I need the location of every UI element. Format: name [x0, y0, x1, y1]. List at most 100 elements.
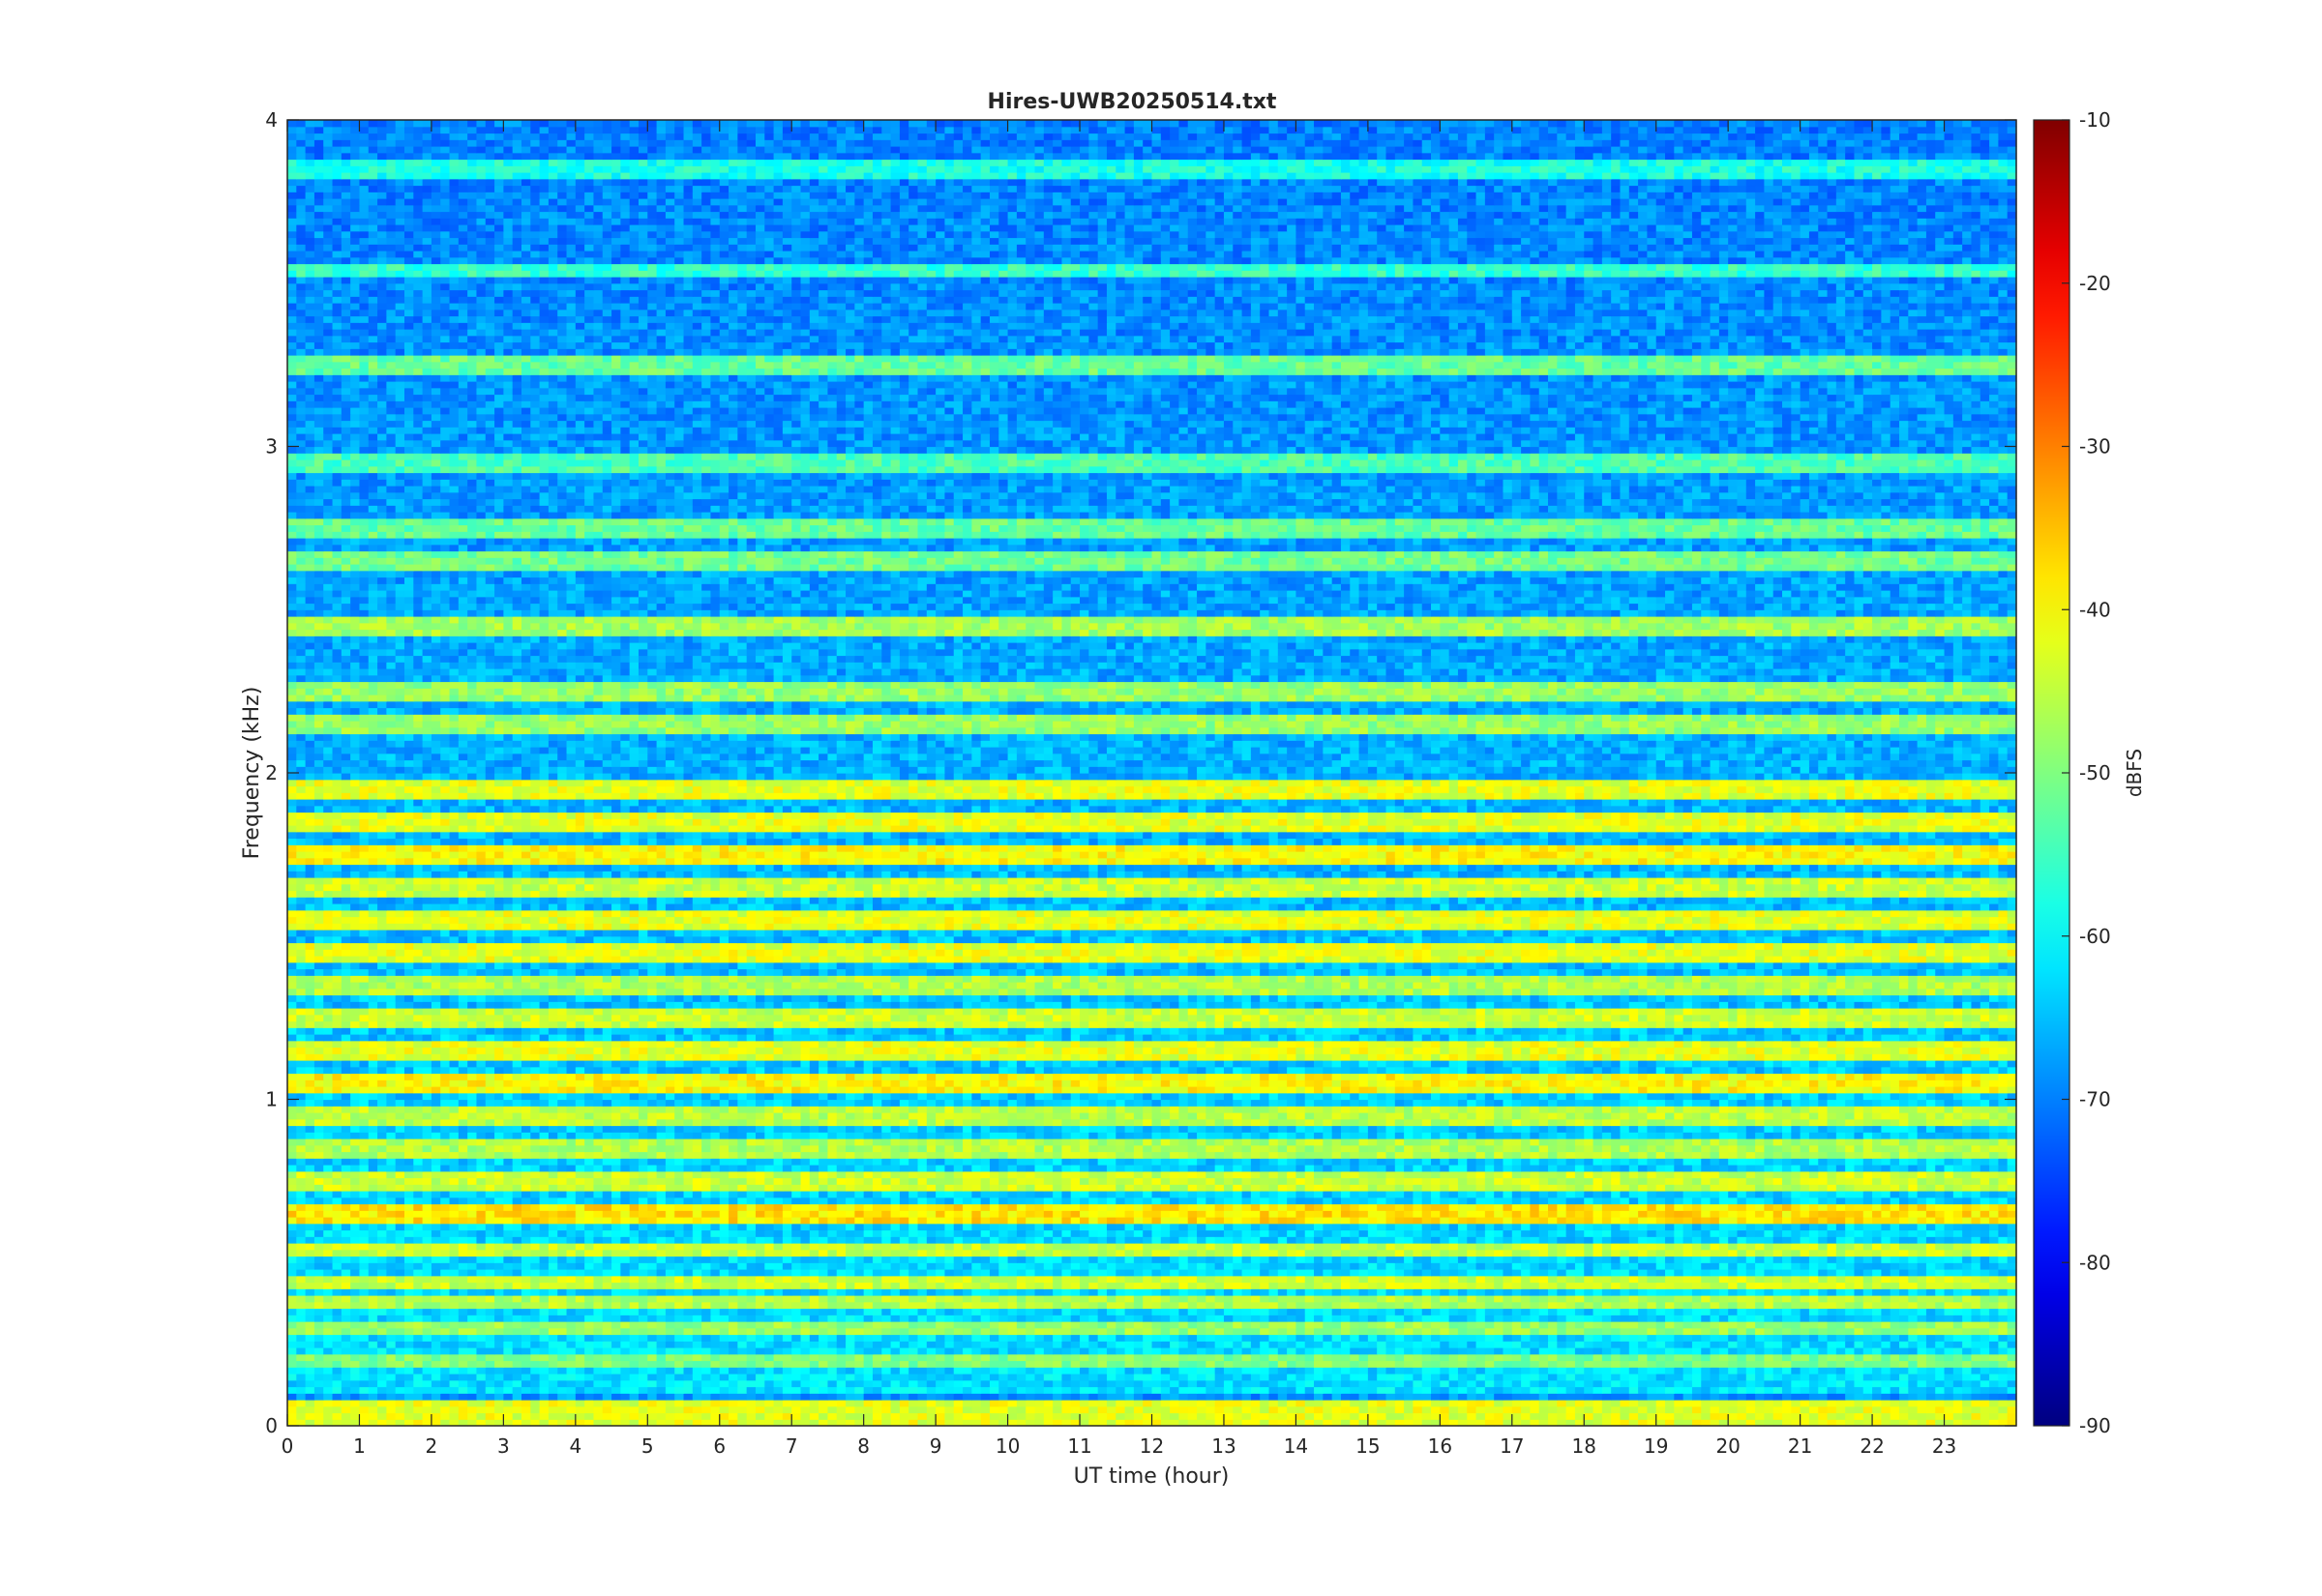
- heatmap-cell: [1711, 1387, 1720, 1394]
- heatmap-cell: [774, 1354, 784, 1361]
- heatmap-cell: [701, 1406, 711, 1413]
- heatmap-cell: [1998, 1309, 2008, 1315]
- heatmap-cell: [1872, 1354, 1882, 1361]
- heatmap-cell: [1350, 1341, 1359, 1347]
- heatmap-cell: [720, 1347, 729, 1354]
- heatmap-cell: [1143, 1393, 1152, 1400]
- heatmap-cell: [1854, 1269, 1863, 1276]
- heatmap-cell: [323, 1361, 333, 1368]
- heatmap-cell: [927, 1302, 937, 1309]
- heatmap-cell: [1395, 1315, 1405, 1321]
- heatmap-cell: [1377, 1361, 1386, 1368]
- heatmap-cell: [530, 1269, 540, 1276]
- heatmap-cell: [1385, 1328, 1395, 1335]
- heatmap-cell: [944, 1288, 954, 1295]
- heatmap-cell: [359, 1387, 369, 1394]
- heatmap-cell: [1044, 1393, 1054, 1400]
- heatmap-cell: [459, 1288, 468, 1295]
- heatmap-cell: [1143, 1367, 1152, 1374]
- heatmap-cell: [990, 1321, 999, 1328]
- heatmap-cell: [666, 1262, 675, 1269]
- heatmap-cell: [540, 1374, 550, 1380]
- heatmap-cell: [1233, 1256, 1242, 1263]
- heatmap-cell: [1818, 1315, 1828, 1321]
- heatmap-cell: [837, 1288, 847, 1295]
- heatmap-cell: [1566, 1347, 1576, 1354]
- heatmap-cell: [854, 1354, 864, 1361]
- heatmap-cell: [1161, 1302, 1171, 1309]
- heatmap-cell: [1305, 1295, 1315, 1302]
- heatmap-cell: [413, 1354, 423, 1361]
- heatmap-cell: [1233, 1361, 1242, 1368]
- heatmap-cell: [1890, 1393, 1900, 1400]
- heatmap-cell: [1746, 1347, 1756, 1354]
- heatmap-cell: [1801, 1406, 1810, 1413]
- heatmap-cell: [1404, 1374, 1414, 1380]
- heatmap-cell: [350, 1374, 360, 1380]
- heatmap-cell: [701, 1374, 711, 1380]
- heatmap-cell: [557, 1361, 567, 1368]
- heatmap-cell: [1116, 1321, 1125, 1328]
- heatmap-cell: [1692, 1328, 1702, 1335]
- heatmap-cell: [846, 1309, 855, 1315]
- heatmap-cell: [1107, 1276, 1116, 1283]
- heatmap-cell: [1188, 1262, 1198, 1269]
- heatmap-cell: [1980, 1262, 1990, 1269]
- heatmap-cell: [666, 1393, 675, 1400]
- heatmap-cell: [1593, 1367, 1603, 1374]
- heatmap-cell: [1638, 1302, 1648, 1309]
- heatmap-cell: [1971, 1354, 1980, 1361]
- heatmap-cell: [1017, 1400, 1027, 1406]
- heatmap-cell: [1476, 1256, 1486, 1263]
- heatmap-cell: [891, 1400, 901, 1406]
- heatmap-cell: [521, 1341, 531, 1347]
- heatmap-cell: [611, 1328, 621, 1335]
- heatmap-cell: [1107, 1328, 1116, 1335]
- heatmap-cell: [486, 1328, 495, 1335]
- heatmap-cell: [1197, 1283, 1206, 1289]
- heatmap-cell: [1026, 1347, 1035, 1354]
- heatmap-cell: [1350, 1387, 1359, 1394]
- heatmap-cell: [1890, 1276, 1900, 1283]
- heatmap-cell: [1017, 1269, 1027, 1276]
- heatmap-cell: [1602, 1309, 1612, 1315]
- heatmap-cell: [1566, 1328, 1576, 1335]
- heatmap-cell: [630, 1354, 640, 1361]
- heatmap-cell: [593, 1295, 603, 1302]
- heatmap-cell: [1314, 1387, 1324, 1394]
- heatmap-cell: [1449, 1269, 1459, 1276]
- heatmap-cell: [2008, 1354, 2017, 1361]
- heatmap-cell: [774, 1262, 784, 1269]
- heatmap-cell: [620, 1295, 630, 1302]
- heatmap-cell: [720, 1387, 729, 1394]
- heatmap-cell: [701, 1413, 711, 1420]
- heatmap-cell: [1611, 1288, 1621, 1295]
- heatmap-cell: [1728, 1341, 1738, 1347]
- heatmap-cell: [1440, 1374, 1449, 1380]
- heatmap-cell: [873, 1347, 882, 1354]
- heatmap-cell: [503, 1302, 513, 1309]
- heatmap-cell: [1494, 1276, 1503, 1283]
- heatmap-cell: [1098, 1367, 1108, 1374]
- heatmap-cell: [1980, 1367, 1990, 1374]
- heatmap-cell: [350, 1321, 360, 1328]
- heatmap-cell: [350, 1387, 360, 1394]
- heatmap-cell: [854, 1328, 864, 1335]
- heatmap-cell: [1945, 1256, 1954, 1263]
- heatmap-cell: [593, 1413, 603, 1420]
- heatmap-cell: [386, 1393, 396, 1400]
- heatmap-cell: [1791, 1380, 1801, 1387]
- heatmap-cell: [1413, 1256, 1422, 1263]
- heatmap-cell: [1503, 1256, 1512, 1263]
- heatmap-cell: [1674, 1328, 1683, 1335]
- heatmap-cell: [891, 1283, 901, 1289]
- heatmap-cell: [1242, 1309, 1252, 1315]
- heatmap-cell: [1368, 1347, 1378, 1354]
- heatmap-cell: [1188, 1276, 1198, 1283]
- heatmap-cell: [413, 1288, 423, 1295]
- heatmap-cell: [1746, 1387, 1756, 1394]
- heatmap-cell: [611, 1380, 621, 1387]
- heatmap-cell: [1233, 1269, 1242, 1276]
- heatmap-cell: [1539, 1361, 1549, 1368]
- heatmap-cell: [549, 1406, 558, 1413]
